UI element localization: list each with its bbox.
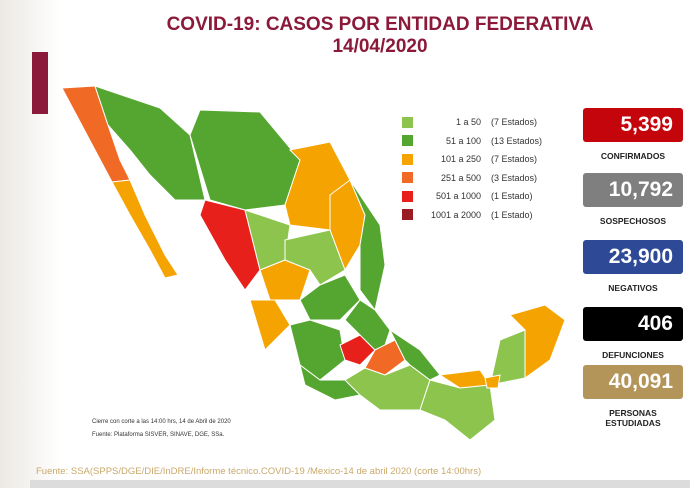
- legend-row: 51 a 100 (13 Estados): [402, 132, 542, 151]
- legend-swatch: [402, 135, 413, 147]
- legend-count: (7 Estados): [491, 154, 538, 165]
- legend-count: (7 Estados): [491, 117, 538, 128]
- legend-count: (13 Estados): [491, 135, 543, 146]
- legend-range: 51 a 100: [445, 135, 481, 146]
- legend-row: 101 a 250 (7 Estados): [402, 150, 542, 169]
- stat-card: 406 DEFUNCIONES: [583, 307, 683, 360]
- stat-label: NEGATIVOS: [608, 283, 658, 293]
- legend-row: 501 a 1000 (1 Estado): [402, 187, 542, 206]
- legend-swatch: [402, 153, 413, 165]
- legend-count: (1 Estado): [491, 209, 533, 220]
- stat-card: 10,792 SOSPECHOSOS: [583, 173, 683, 226]
- date: 14/04/2020: [332, 36, 428, 57]
- legend-range: 1 a 50: [455, 117, 481, 128]
- legend-row: 1001 a 2000 (1 Estado): [402, 206, 542, 225]
- footer: Fuente: SSA(SPPS/DGE/DIE/InDRE/Informe t…: [36, 466, 482, 477]
- stat-card: 40,091 PERSONAS ESTUDIADAS: [583, 365, 683, 428]
- legend: 1 a 50 (7 Estados) 51 a 100 (13 Estados) 101…: [402, 113, 542, 224]
- legend-range: 251 a 500: [440, 172, 481, 183]
- stat-label: DEFUNCIONES: [602, 350, 664, 360]
- legend-swatch: [402, 172, 413, 184]
- stat-value: 23,900: [583, 240, 683, 274]
- cutoff-note: Cierre con corte a las 14:00 hrs, 14 de …: [92, 419, 231, 425]
- legend-range: 1001 a 2000: [430, 209, 481, 220]
- legend-range: 101 a 250: [440, 154, 481, 165]
- stat-value: 406: [583, 307, 683, 341]
- accent-bar: [32, 52, 48, 114]
- legend-range: 501 a 1000: [435, 191, 481, 202]
- legend-swatch: [402, 190, 413, 202]
- stat-card: 23,900 NEGATIVOS: [583, 240, 683, 293]
- bottom-bar: [30, 480, 690, 488]
- legend-count: (1 Estado): [491, 191, 533, 202]
- stat-value: 40,091: [583, 365, 683, 399]
- source-note: Fuente: Plataforma SISVER, SINAVE, DGE, …: [92, 432, 225, 438]
- stat-value: 5,399: [583, 108, 683, 142]
- stat-label: CONFIRMADOS: [600, 151, 666, 161]
- stat-label: PERSONAS ESTUDIADAS: [605, 408, 661, 428]
- legend-swatch: [402, 116, 413, 128]
- stat-value: 10,792: [583, 173, 683, 207]
- legend-swatch: [402, 209, 413, 221]
- notes: Cierre con corte a las 14:00 hrs, 14 de …: [92, 416, 231, 442]
- stat-card: 5,399 CONFIRMADOS: [583, 108, 683, 161]
- legend-count: (3 Estados): [491, 172, 538, 183]
- legend-row: 251 a 500 (3 Estados): [402, 169, 542, 188]
- legend-row: 1 a 50 (7 Estados): [402, 113, 542, 132]
- title: COVID-19: CASOS POR ENTIDAD FEDERATIVA: [166, 14, 594, 35]
- stat-label: SOSPECHOSOS: [599, 216, 667, 226]
